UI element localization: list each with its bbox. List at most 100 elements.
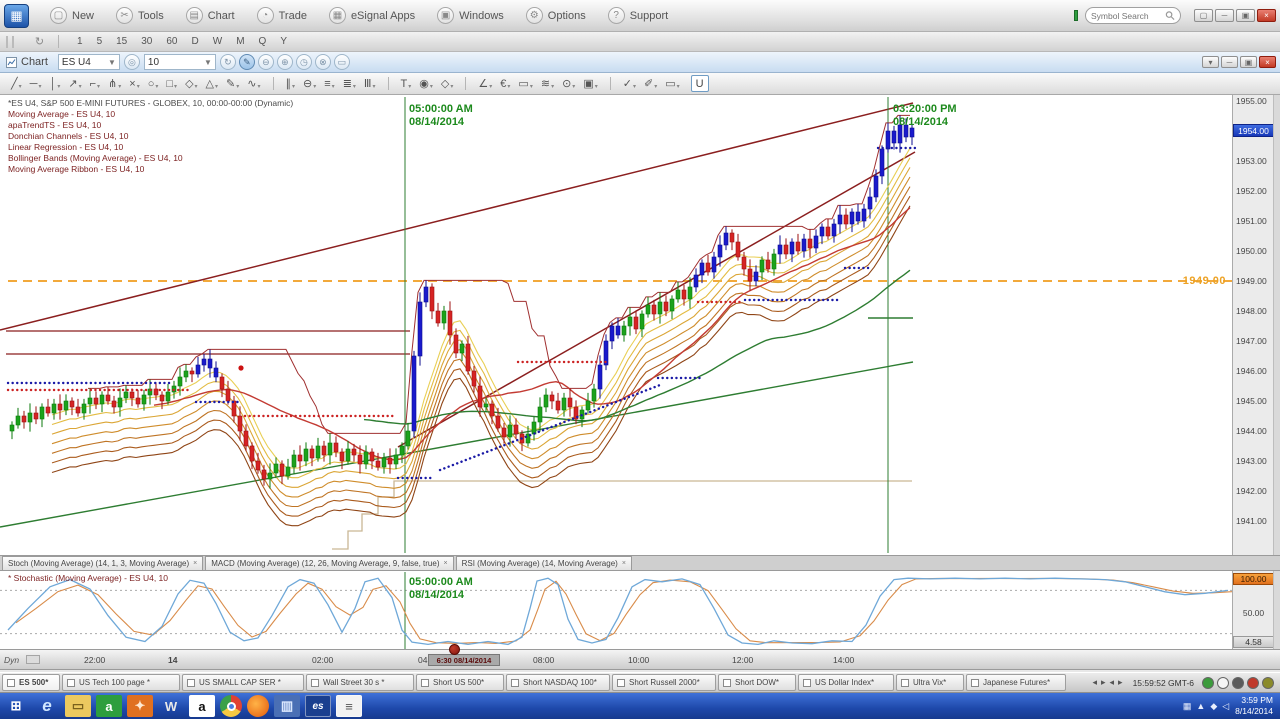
page-tab[interactable]: US Dollar Index* xyxy=(798,674,894,691)
timeframe-15[interactable]: 15 xyxy=(116,36,128,47)
taskbar-clock[interactable]: 3:59 PM 8/14/2014 xyxy=(1235,695,1273,716)
horizontal-line-tool[interactable]: ─ ▾ xyxy=(27,77,45,91)
chrome-icon[interactable] xyxy=(220,695,242,717)
symbol-combo[interactable]: ES U4 ▼ xyxy=(57,54,120,70)
page-tab[interactable]: ES 500* xyxy=(2,674,60,691)
cycle-lines-tool[interactable]: ⊖ ▾ xyxy=(300,76,319,91)
rectangle-tool[interactable]: □ ▾ xyxy=(163,77,180,91)
close-button[interactable]: × xyxy=(1257,9,1276,22)
symbol-lookup-button[interactable]: ◎ xyxy=(123,54,140,70)
chart-window-titlebar[interactable]: Chart ES U4 ▼ ◎ 10 ▼ ↻ ✎ ⊖ ⊕ ◷ ⊗ ▭ ▾ ─ ▣ × xyxy=(0,52,1280,73)
timeframe-D[interactable]: D xyxy=(191,36,199,47)
tab-nav-arrow[interactable]: ▸ xyxy=(1100,677,1106,687)
maximize-button[interactable]: ▣ xyxy=(1236,9,1255,22)
levels-tool[interactable]: ≡ ▾ xyxy=(321,77,337,91)
status-icon-0[interactable] xyxy=(1202,676,1214,689)
tab-checkbox[interactable] xyxy=(723,678,731,687)
fib-retracement-tool[interactable]: ≣ ▾ xyxy=(340,76,359,91)
status-icon-2[interactable] xyxy=(1232,676,1244,689)
tab-checkbox[interactable] xyxy=(901,678,909,687)
orange-app-icon[interactable]: ✦ xyxy=(127,695,153,717)
refresh-button[interactable]: ↻ xyxy=(219,54,236,70)
stochastic-panel[interactable]: * Stochastic (Moving Average) - ES U4, 1… xyxy=(0,571,1280,650)
internet-explorer-icon[interactable]: e xyxy=(42,696,52,715)
tab-checkbox[interactable] xyxy=(971,678,979,687)
status-icon-4[interactable] xyxy=(1262,676,1274,689)
pencil-tool[interactable]: ✎ ▾ xyxy=(223,76,242,91)
draw-mode-button[interactable]: ✎ xyxy=(238,54,255,70)
amazon-icon[interactable]: a xyxy=(189,695,215,717)
right-scroll-strip[interactable] xyxy=(1273,95,1280,555)
status-icon-1[interactable] xyxy=(1217,676,1229,689)
menu-item-esignal-apps[interactable]: ▦ eSignal Apps xyxy=(318,2,426,30)
tray-icon[interactable]: ◆ xyxy=(1210,700,1218,711)
price-axis[interactable]: 1955.00 1953.00 1952.00 1951.00 1950.00 1949.… xyxy=(1232,95,1274,555)
file-explorer-icon[interactable]: ▭ xyxy=(65,695,91,717)
maximize-button[interactable]: ▣ xyxy=(1240,56,1257,68)
page-tab[interactable]: Japanese Futures* xyxy=(966,674,1066,691)
page-tab[interactable]: Short NASDAQ 100* xyxy=(506,674,610,691)
close-icon[interactable]: × xyxy=(193,560,198,567)
menu-item-new[interactable]: ▢ New xyxy=(39,2,105,30)
close-button[interactable]: × xyxy=(1259,56,1276,68)
page-tab[interactable]: Wall Street 30 s * xyxy=(306,674,414,691)
tab-checkbox[interactable] xyxy=(511,678,519,687)
status-icon-3[interactable] xyxy=(1247,676,1259,689)
esignal-icon[interactable]: es xyxy=(305,695,331,717)
tab-checkbox[interactable] xyxy=(187,678,195,687)
tab-nav-arrow[interactable]: ▸ xyxy=(1118,677,1123,687)
menu-item-windows[interactable]: ▣ Windows xyxy=(426,2,515,30)
currency-tool[interactable]: € ▾ xyxy=(497,77,513,91)
esignal-logo-button[interactable]: ▦ xyxy=(4,3,29,28)
tab-checkbox[interactable] xyxy=(67,678,75,687)
tab-checkbox[interactable] xyxy=(7,678,15,687)
menu-item-options[interactable]: ⚙ Options xyxy=(515,2,597,30)
stochastic-axis[interactable]: 100.00 50.00 4.58 xyxy=(1232,571,1274,649)
page-tab[interactable]: US Tech 100 page * xyxy=(62,674,180,691)
circle-marker-tool[interactable]: ⊙ ▾ xyxy=(559,76,578,91)
timeframe-M[interactable]: M xyxy=(236,36,245,47)
cycle-button[interactable]: ⊖ xyxy=(257,54,274,70)
triangle-tool[interactable]: △ ▾ xyxy=(203,76,221,91)
interval-combo[interactable]: 10 ▼ xyxy=(143,54,216,70)
shape-tool[interactable]: ◇ ▾ xyxy=(438,76,456,91)
tray-icon[interactable]: ▦ xyxy=(1182,700,1192,711)
fib-time-zones-tool[interactable]: Ⅲ ▾ xyxy=(361,76,379,91)
tab-nav-arrow[interactable]: ◂ xyxy=(1109,677,1115,687)
eraser-tool[interactable]: ✐ ▾ xyxy=(641,76,660,91)
symbol-search-input[interactable] xyxy=(1091,10,1165,21)
ellipse-tool[interactable]: ○ ▾ xyxy=(145,77,162,91)
timeframe-30[interactable]: 30 xyxy=(141,36,153,47)
note-tool[interactable]: ▭ ▾ xyxy=(662,76,682,91)
trend-line-tool[interactable]: ╱ ▾ xyxy=(8,76,25,91)
tab-checkbox[interactable] xyxy=(421,678,429,687)
notepad-icon[interactable]: ≡ xyxy=(336,695,362,717)
link-button[interactable]: ⊗ xyxy=(314,54,331,70)
timeframe-Q[interactable]: Q xyxy=(258,36,267,47)
parallel-lines-tool[interactable]: ∥ ▾ xyxy=(283,76,299,91)
page-tab[interactable]: Short US 500* xyxy=(416,674,504,691)
comment-button[interactable]: ▭ xyxy=(333,54,350,70)
menu-item-support[interactable]: ? Support xyxy=(597,2,680,30)
pitchfork-tool[interactable]: ⋔ ▾ xyxy=(105,76,124,91)
toolbar-grip[interactable] xyxy=(6,35,14,48)
tab-checkbox[interactable] xyxy=(803,678,811,687)
indicator-tab-0[interactable]: Stoch (Moving Average) (14, 1, 3, Moving… xyxy=(2,556,204,570)
wave-tool[interactable]: ∿ ▾ xyxy=(244,76,263,91)
minimize-button[interactable]: ─ xyxy=(1215,9,1234,22)
time-templates-button[interactable]: ◷ xyxy=(295,54,312,70)
start-button[interactable]: ⊞ xyxy=(10,698,22,713)
timeframe-W[interactable]: W xyxy=(212,36,223,47)
indicator-tab-1[interactable]: MACD (Moving Average) (12, 26, Moving Av… xyxy=(205,556,454,570)
session-toggle[interactable] xyxy=(26,655,40,664)
page-tab[interactable]: Short DOW* xyxy=(718,674,796,691)
restore-button[interactable]: ▢ xyxy=(1194,9,1213,22)
page-tab[interactable]: US SMALL CAP SER * xyxy=(182,674,304,691)
ray-tool[interactable]: ↗ ▾ xyxy=(65,76,84,91)
refresh-icon[interactable]: ↻ xyxy=(34,36,45,48)
vertical-line-tool[interactable]: │ ▾ xyxy=(46,77,63,91)
timeframe-1[interactable]: 1 xyxy=(77,36,83,47)
symbol-search-box[interactable] xyxy=(1085,7,1181,24)
timeframe-Y[interactable]: Y xyxy=(280,36,287,47)
zigzag-tool[interactable]: ✓ ▾ xyxy=(620,76,639,91)
